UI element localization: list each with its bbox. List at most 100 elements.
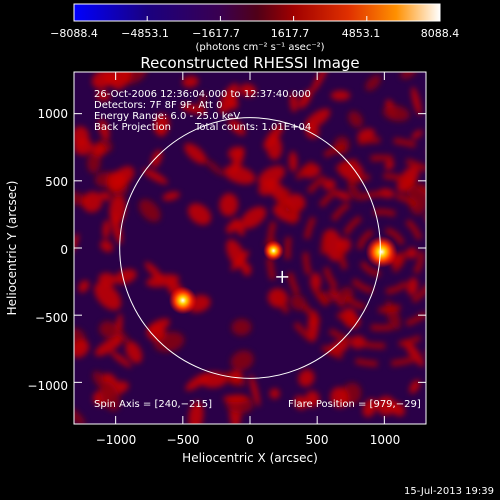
ripple-blob (198, 92, 207, 112)
ripple-blob (330, 90, 351, 101)
ripple-blob (409, 379, 421, 394)
ripple-ring (320, 190, 426, 313)
ripple-blob (87, 151, 101, 174)
ripple-ring (284, 154, 426, 349)
solar-limb (119, 117, 381, 379)
ripple-blob (407, 277, 419, 296)
ripple-blob (347, 183, 362, 201)
ripple-blob (376, 396, 396, 416)
source-blob (168, 286, 197, 315)
ripple-blob (154, 113, 170, 136)
image-sources (168, 235, 398, 315)
ripple-blob (103, 72, 119, 86)
ripple-blob (112, 166, 135, 187)
ripple-blob (305, 390, 320, 408)
colorbar-tick-label: 4853.1 (342, 27, 381, 40)
ripple-blob (288, 151, 298, 172)
annotation-flare-position: Flare Position = [979,−29] (288, 399, 421, 410)
ripple-blob (310, 72, 328, 94)
ripple-blob (269, 388, 280, 399)
ripple-blob (94, 282, 122, 311)
ripple-blob (409, 187, 426, 215)
annotation-detectors: Detectors: 7F 8F 9F, Att 0 (94, 100, 222, 111)
ripple-blob (100, 240, 114, 253)
y-tick-label: 500 (45, 175, 68, 189)
ripple-blob (403, 339, 425, 367)
ripple-blob (98, 119, 110, 140)
ripple-blob (400, 72, 417, 79)
ripple-blob (188, 401, 204, 424)
ripple-blob (219, 193, 239, 217)
ripple-blob (223, 165, 256, 185)
ripple-blob (99, 321, 118, 339)
x-tick-label: −500 (167, 433, 200, 447)
ripple-blob (362, 398, 377, 418)
ripple-blob (294, 395, 307, 410)
ripple-blob (147, 318, 170, 335)
ripple-blob (142, 168, 168, 185)
ripple-blob (109, 194, 126, 225)
ripple-blob (411, 129, 423, 140)
y-tick-label: −500 (35, 311, 68, 325)
colorbar-units: (photons cm⁻² s⁻¹ asec⁻²) (195, 42, 324, 53)
annotation-energy: Energy Range: 6.0 - 25.0 keV (94, 111, 240, 122)
ripple-blob (365, 75, 381, 91)
ripple-blob (94, 336, 123, 357)
ripple-blob (350, 335, 366, 349)
ripple-blob (298, 369, 315, 387)
ripple-blob (228, 118, 246, 136)
x-tick-label: −1000 (96, 433, 137, 447)
colorbar-tick-label: 8088.4 (421, 27, 460, 40)
ripple-blob (125, 341, 143, 364)
ripple-blob (258, 165, 286, 187)
ripple-blob (304, 108, 331, 130)
ripple-blob (411, 86, 422, 116)
ripple-blob (310, 272, 322, 290)
ripple-blob (204, 159, 224, 176)
ripple-blob (322, 179, 336, 191)
colorbar-tick-label: −1617.7 (192, 27, 240, 40)
y-tick-label: 1000 (37, 107, 68, 121)
colorbar-tick-label: −4853.1 (121, 27, 169, 40)
ripple-ring (338, 208, 425, 295)
ripple-blob (290, 294, 307, 311)
colorbar-ticks (73, 16, 441, 21)
axis-ticks (74, 72, 426, 424)
ripple-blob (95, 90, 111, 102)
ripple-blob (182, 75, 199, 88)
ripple-blob (239, 83, 257, 97)
x-tick-label: 1000 (370, 433, 401, 447)
ripple-blob (233, 218, 245, 236)
ripple-blob (74, 407, 85, 424)
ripple-blob (78, 280, 90, 293)
ripple-blob (298, 89, 313, 109)
ripple-blob (219, 83, 239, 114)
annotation-total-counts: Total counts: 1.01E+04 (194, 122, 311, 133)
y-tick-label: 0 (60, 243, 68, 257)
ripple-blob (229, 370, 243, 384)
ripple-blob (139, 199, 161, 222)
x-tick-label: 0 (246, 433, 254, 447)
y-axis-label: Heliocentric Y (arcsec) (5, 181, 19, 316)
ripple-blob (382, 105, 410, 122)
ripple-blob (99, 191, 112, 201)
x-tick-label: 500 (306, 433, 329, 447)
ripple-blob (230, 350, 254, 371)
ripple-blob (231, 318, 252, 336)
ripple-blob (162, 191, 180, 201)
colorbar-tick-label: 1617.7 (271, 27, 310, 40)
ripple-blob (102, 219, 110, 240)
ripple-blob (82, 191, 103, 213)
spin-axis-marker (276, 270, 289, 283)
ripple-blob (110, 351, 132, 368)
ripple-blob (184, 143, 207, 164)
ripple-blob (263, 124, 284, 149)
ripple-blob (240, 206, 267, 229)
ripple-blob (222, 395, 249, 403)
ripple-blob (384, 160, 395, 170)
ripple-blob (230, 250, 250, 271)
chart-title: Reconstructed RHESSI Image (140, 54, 359, 72)
annotation-spin-axis: Spin Axis = [240,−215] (94, 399, 212, 410)
colorbar (73, 3, 441, 22)
